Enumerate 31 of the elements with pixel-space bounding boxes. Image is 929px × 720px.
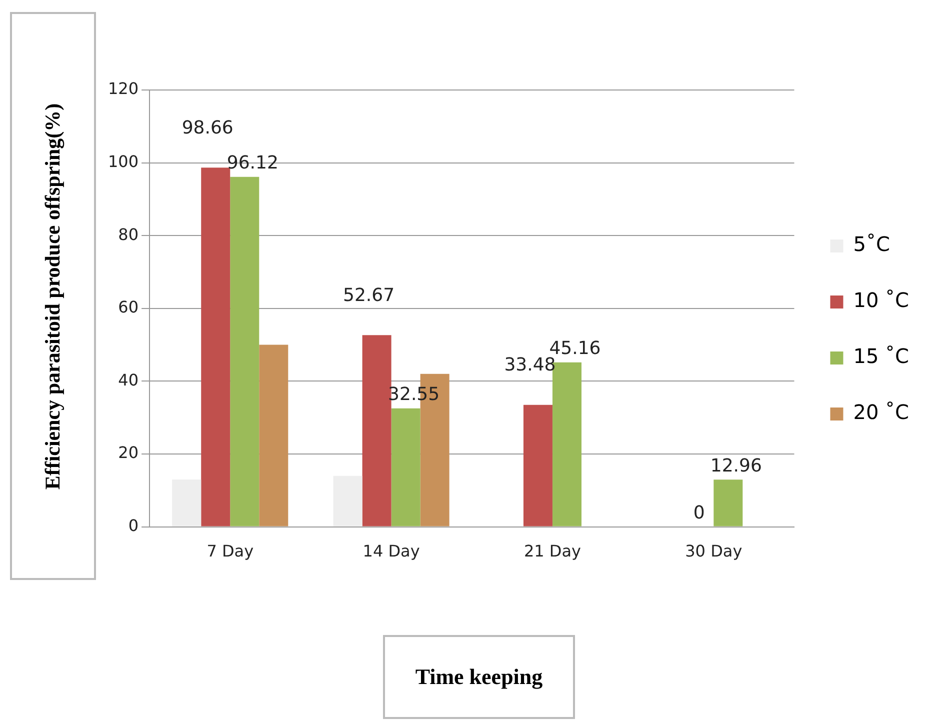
- y-tick-label: 100: [108, 152, 139, 171]
- x-tick-label: 14 Day: [362, 542, 420, 561]
- y-tick-label: 0: [128, 516, 139, 535]
- y-tick-label: 80: [118, 224, 139, 244]
- x-axis-title: Time keeping: [415, 664, 543, 690]
- y-tick-label: 60: [118, 298, 139, 317]
- y-tick-label: 20: [118, 443, 139, 462]
- bar: [259, 344, 288, 526]
- data-label: 52.67: [343, 284, 395, 306]
- x-tick-label: 7 Day: [206, 542, 254, 561]
- y-tick-label: 40: [118, 370, 139, 390]
- data-label: 0: [693, 502, 705, 524]
- bar: [333, 476, 362, 526]
- data-label: 96.12: [226, 152, 278, 174]
- bar: [201, 168, 230, 526]
- y-axis-title: Efficiency parasitoid produce offspring(%): [40, 102, 66, 490]
- x-tick-label: 21 Day: [524, 542, 581, 561]
- bar: [714, 480, 743, 526]
- bar: [230, 176, 260, 526]
- data-label: 98.66: [182, 117, 234, 138]
- x-tick-label: 30 Day: [685, 542, 742, 561]
- y-tick-label: 120: [108, 79, 139, 98]
- legend-label: 15 ˚C: [853, 344, 910, 368]
- bar: [172, 479, 202, 526]
- bar: [391, 408, 420, 526]
- legend-label: 5˚C: [853, 232, 890, 256]
- data-label: 12.96: [710, 455, 762, 476]
- bar: [523, 404, 552, 526]
- legend-label: 10 ˚C: [853, 288, 910, 312]
- legend-label: 20 ˚C: [853, 400, 910, 424]
- data-label: 33.48: [504, 354, 556, 376]
